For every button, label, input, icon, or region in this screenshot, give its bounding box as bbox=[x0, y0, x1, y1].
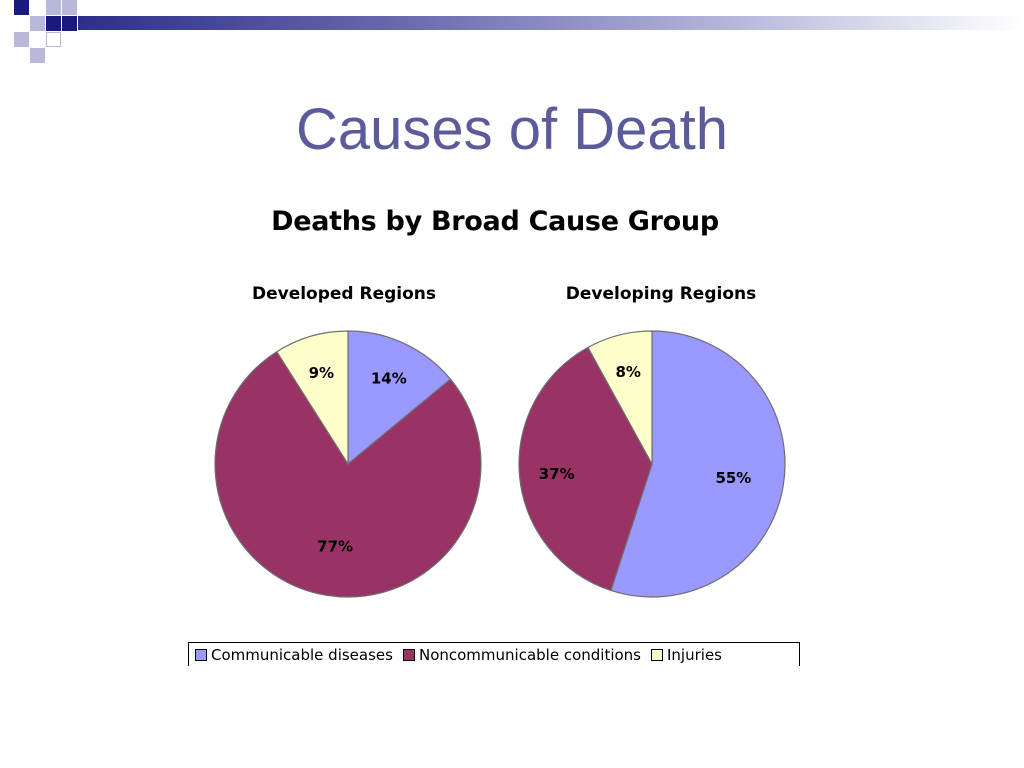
header-square-light bbox=[30, 16, 45, 31]
header-square-light bbox=[30, 48, 45, 63]
header-gradient-bar bbox=[78, 16, 1024, 30]
header-square-white bbox=[46, 32, 61, 47]
header-square-light bbox=[62, 0, 77, 15]
pie-data-label: 77% bbox=[317, 537, 353, 555]
pie-slice-noncommunicable bbox=[518, 346, 653, 592]
legend-item-injuries: Injuries bbox=[651, 646, 722, 664]
pie-data-label: 55% bbox=[715, 469, 751, 487]
pie-slice-communicable bbox=[347, 330, 452, 466]
pie-slice-injuries bbox=[275, 330, 349, 467]
legend-swatch bbox=[651, 648, 663, 661]
pie-data-label: 37% bbox=[539, 465, 575, 483]
header-square-light bbox=[14, 32, 29, 47]
header-square-light bbox=[46, 0, 61, 15]
legend-swatch bbox=[402, 648, 415, 661]
pie-slice-injuries bbox=[587, 330, 653, 465]
pie-data-label: 14% bbox=[371, 369, 407, 387]
chart-title: Deaths by Broad Cause Group bbox=[271, 206, 719, 237]
header-square-dark bbox=[62, 16, 77, 31]
pie-title-developing: Developing Regions bbox=[565, 284, 757, 304]
slide-header-decoration bbox=[0, 0, 1024, 64]
header-square-dark bbox=[46, 16, 61, 31]
legend-item-noncommunicable: Noncommunicable conditions bbox=[402, 645, 641, 664]
legend-label: Injuries bbox=[667, 645, 722, 664]
pie-data-label: 8% bbox=[615, 363, 640, 381]
header-square-dark bbox=[14, 0, 29, 15]
pie-slice-communicable bbox=[610, 330, 786, 598]
legend-label: Communicable diseases bbox=[211, 645, 393, 664]
chart-legend: Communicable diseases Noncommunicable co… bbox=[188, 642, 800, 666]
pie-data-label: 9% bbox=[309, 364, 334, 382]
pie-slice-noncommunicable bbox=[214, 350, 482, 598]
legend-swatch bbox=[195, 648, 207, 661]
slide-title: Causes of Death bbox=[295, 97, 729, 162]
legend-label: Noncommunicable conditions bbox=[418, 645, 641, 664]
pie-title-developed: Developed Regions bbox=[251, 284, 437, 304]
legend-item-communicable: Communicable diseases bbox=[195, 646, 393, 664]
